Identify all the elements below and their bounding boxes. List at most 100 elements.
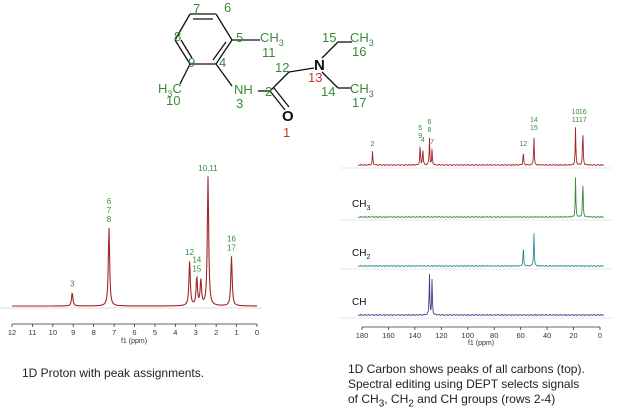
carbon-x-axis-label: f1 (ppm): [468, 340, 494, 347]
atom-label-c9: 9: [188, 55, 195, 70]
bond: [174, 13, 191, 41]
carbon-tick-label: 60: [516, 331, 524, 340]
atom-text: 14: [321, 84, 335, 99]
atom-label-nh: NH: [234, 82, 253, 97]
carbon-tick-label: 120: [435, 331, 448, 340]
carbon-tick-label: 180: [356, 331, 369, 340]
atom-text: 1: [283, 125, 290, 140]
caption-proton: 1D Proton with peak assignments.: [22, 366, 205, 380]
atom-label-c8: 8: [174, 29, 181, 44]
caption-subscript: 3: [378, 398, 385, 410]
carbon-peak-label: 2: [371, 141, 375, 148]
atom-text: 10: [166, 93, 180, 108]
atom-text: 2: [265, 84, 272, 99]
double-bond: [212, 41, 227, 61]
atom-subscript: 3: [369, 89, 374, 99]
carbon-peak-label: 16 17: [579, 109, 587, 124]
proton-tick-label: 2: [214, 328, 218, 337]
double-bond: [180, 39, 193, 59]
double-bond: [273, 87, 290, 108]
peak-label-line: 7: [107, 206, 112, 215]
peak-label-line: 11: [572, 117, 579, 124]
proton-tick-label: 9: [71, 328, 75, 337]
proton-tick-label: 8: [92, 328, 96, 337]
carbon-row-label: CH: [352, 297, 366, 308]
proton-peak-label: 12: [185, 248, 194, 257]
bond: [321, 71, 339, 89]
atom-text: 15: [322, 30, 336, 45]
atom-text: CH: [350, 81, 369, 96]
carbon-trace-ch: [357, 273, 605, 317]
carbon-row-label: CH3: [352, 199, 370, 212]
atom-label-n-atom: N: [314, 57, 325, 74]
carbon-trace-ch3: [357, 177, 605, 219]
atom-text: NH: [234, 82, 253, 97]
atom-label-n17: 17: [352, 95, 366, 110]
atom-subscript: 3: [167, 89, 172, 99]
peak-label-line: 6: [107, 197, 112, 206]
carbon-peak-label: 12: [519, 141, 527, 148]
carbon-tick-label: 20: [569, 331, 577, 340]
double-bond: [269, 90, 286, 111]
molecule-structure: [174, 13, 352, 111]
peak-label-line: 14: [192, 256, 201, 265]
peak-label-line: 9: [418, 133, 422, 140]
atom-text: 4: [219, 55, 226, 70]
proton-trace: [12, 176, 257, 307]
atom-subscript: 3: [369, 38, 374, 48]
peak-label-line: 12: [185, 248, 194, 257]
carbon-tick-label: 0: [598, 331, 602, 340]
caption-carbon-line2: Spectral editing using DEPT selects sign…: [348, 377, 580, 391]
carbon-tick-label: 40: [543, 331, 551, 340]
peak-label-line: 8: [107, 215, 112, 224]
peak-label-line: 7: [430, 139, 434, 146]
proton-peak-label: 16 17: [227, 235, 236, 253]
atom-label-h3c: H3C: [158, 81, 182, 99]
bond: [215, 63, 233, 87]
atom-tail: C: [172, 81, 181, 96]
row-label-subscript: 2: [366, 254, 370, 261]
proton-tick-label: 7: [112, 328, 116, 337]
peak-label-line: 10: [572, 109, 580, 116]
proton-tick-label: 1: [234, 328, 238, 337]
atom-label-n1: 1: [283, 125, 290, 140]
peak-label-line: 17: [579, 117, 587, 124]
atom-text: 3: [236, 96, 243, 111]
bond: [174, 39, 191, 65]
row-label-text: CH: [352, 297, 366, 308]
peak-label-line: 2: [371, 141, 375, 148]
proton-tick-label: 5: [153, 328, 157, 337]
peak-label-line: 8: [427, 127, 431, 134]
atom-label-n16: 16: [352, 44, 366, 59]
caption-text: , CH: [384, 392, 409, 406]
row-label-text: CH: [352, 199, 366, 210]
caption-text: of CH: [348, 392, 379, 406]
carbon-tick-label: 80: [490, 331, 498, 340]
atom-label-n15: 15: [322, 30, 336, 45]
peak-label-line: 3: [70, 280, 75, 289]
atom-subscript: 3: [279, 38, 284, 48]
atom-text: CH: [350, 30, 369, 45]
atom-label-n3: 3: [236, 96, 243, 111]
carbon-peak-label: 10 11: [572, 109, 580, 124]
atom-text: 12: [275, 60, 289, 75]
peak-label-line: 10,11: [198, 164, 218, 173]
row-label-subscript: 3: [366, 205, 370, 212]
atom-text: 6: [224, 0, 231, 15]
atom-label-ch3-11: CH3: [260, 30, 284, 48]
peak-label-line: 15: [192, 265, 201, 274]
bond: [215, 39, 233, 65]
bond: [288, 67, 315, 73]
atom-text: O: [282, 108, 294, 125]
atom-text: H: [158, 81, 167, 96]
peak-label-line: 15: [530, 125, 538, 132]
proton-peak-label: 10,11: [198, 164, 218, 173]
atom-text: 8: [174, 29, 181, 44]
peak-label-line: 17: [227, 244, 236, 253]
